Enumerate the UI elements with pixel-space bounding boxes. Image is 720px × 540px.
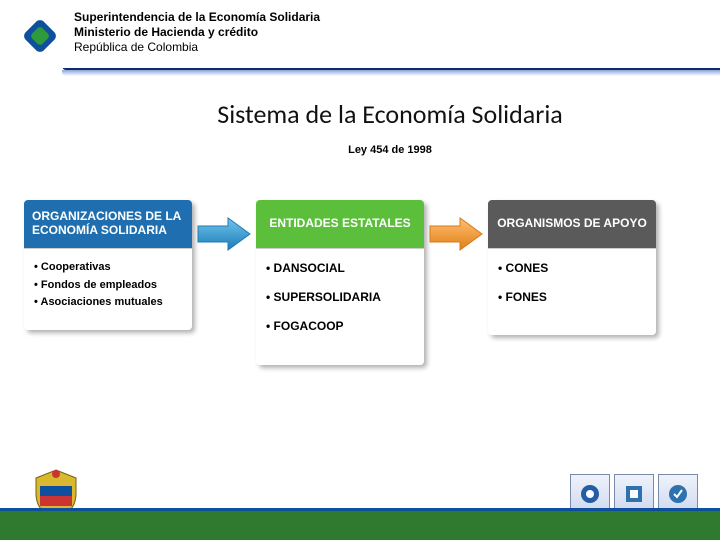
arrow-right-icon: [196, 214, 252, 254]
list-item: • Cooperativas: [34, 259, 182, 277]
card-entidades: ENTIDADES ESTATALES • DANSOCIAL • SUPERS…: [256, 200, 424, 365]
list-item: • Asociaciones mutuales: [34, 294, 182, 312]
card-body-entidades: • DANSOCIAL • SUPERSOLIDARIA • FOGACOOP: [256, 248, 424, 365]
list-item: • CONES: [498, 259, 646, 278]
card-body-organizaciones: • Cooperativas • Fondos de empleados • A…: [24, 248, 192, 330]
arrow-right-icon: [428, 214, 484, 254]
header-text: Superintendencia de la Economía Solidari…: [74, 10, 320, 55]
header-blue-band: [62, 56, 720, 70]
arrow-1: [192, 200, 256, 254]
list-item: • FOGACOOP: [266, 317, 414, 336]
header-line3: República de Colombia: [74, 40, 320, 55]
agency-logo: [18, 14, 62, 58]
title-area: Sistema de la Economía Solidaria Ley 454…: [140, 98, 640, 156]
arrow-2: [424, 200, 488, 254]
diagram-row: ORGANIZACIONES DE LA ECONOMÍA SOLIDARIA …: [24, 200, 696, 365]
slide-title: Sistema de la Economía Solidaria: [140, 98, 640, 130]
list-item: • Fondos de empleados: [34, 277, 182, 295]
slide-subtitle: Ley 454 de 1998: [140, 144, 640, 156]
card-head-organismos: ORGANISMOS DE APOYO: [488, 200, 656, 248]
card-organismos: ORGANISMOS DE APOYO • CONES • FONES: [488, 200, 656, 335]
list-item: • SUPERSOLIDARIA: [266, 288, 414, 307]
card-head-organizaciones: ORGANIZACIONES DE LA ECONOMÍA SOLIDARIA: [24, 200, 192, 248]
header-line1: Superintendencia de la Economía Solidari…: [74, 10, 320, 25]
list-item: • FONES: [498, 288, 646, 307]
footer-bar: [0, 508, 720, 540]
card-body-organismos: • CONES • FONES: [488, 248, 656, 335]
header-line2: Ministerio de Hacienda y crédito: [74, 25, 320, 40]
card-head-entidades: ENTIDADES ESTATALES: [256, 200, 424, 248]
header: Superintendencia de la Economía Solidari…: [0, 0, 720, 68]
card-organizaciones: ORGANIZACIONES DE LA ECONOMÍA SOLIDARIA …: [24, 200, 192, 330]
list-item: • DANSOCIAL: [266, 259, 414, 278]
